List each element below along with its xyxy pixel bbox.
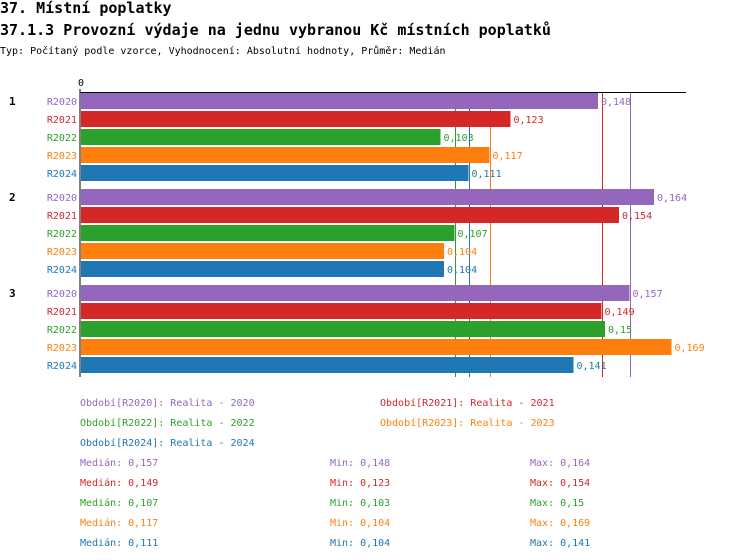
stat-max: Max: 0,15 <box>530 498 584 509</box>
stat-min: Min: 0,148 <box>330 458 390 469</box>
bar-value-label: 0,154 <box>622 211 652 222</box>
bar-value-label: 0,157 <box>633 289 663 300</box>
stat-min: Min: 0,104 <box>330 518 390 529</box>
page-title: 37. Místní poplatky <box>0 0 172 17</box>
bar-r2022-3 <box>81 321 605 337</box>
bar-value-label: 0,15 <box>608 325 632 336</box>
bar-series-label: R2023 <box>47 151 77 162</box>
stat-min: Min: 0,104 <box>330 538 390 549</box>
legend-item-r2024: Období[R2024]: Realita - 2024 <box>80 437 255 449</box>
bar-series-label: R2022 <box>47 133 77 144</box>
bar-r2023-2 <box>81 243 444 259</box>
bar-value-label: 0,103 <box>444 133 474 144</box>
bar-series-label: R2021 <box>47 307 77 318</box>
bar-value-label: 0,117 <box>493 151 523 162</box>
page-info: Typ: Počítaný podle vzorce, Vyhodnocení:… <box>0 45 446 57</box>
stat-median: Medián: 0,117 <box>80 517 158 529</box>
bar-r2020-1 <box>81 93 598 109</box>
bar-r2021-3 <box>81 303 602 319</box>
stat-max: Max: 0,164 <box>530 458 590 469</box>
bar-value-label: 0,164 <box>657 193 687 204</box>
bar-r2022-1 <box>81 129 441 145</box>
group-label: 1 <box>9 95 16 108</box>
bar-r2024-1 <box>81 165 469 181</box>
bar-area: 1 R2020 0,148 R2021 0,123 R2022 0,103 R2023 0,11… <box>9 89 705 377</box>
bar-series-label: R2024 <box>47 265 77 276</box>
bar-series-label: R2023 <box>47 247 77 258</box>
stat-median: Medián: 0,107 <box>80 497 158 509</box>
bar-series-label: R2020 <box>47 289 77 300</box>
bar-value-label: 0,148 <box>601 97 631 108</box>
page-subtitle: 37.1.3 Provozní výdaje na jednu vybranou… <box>0 21 551 39</box>
stat-median: Medián: 0,111 <box>80 537 158 549</box>
bar-series-label: R2023 <box>47 343 77 354</box>
legend-item-r2020: Období[R2020]: Realita - 2020 <box>80 397 255 409</box>
bar-series-label: R2020 <box>47 193 77 204</box>
bar-series-label: R2024 <box>47 361 77 372</box>
bar-r2020-2 <box>81 189 654 205</box>
legend-item-r2021: Období[R2021]: Realita - 2021 <box>380 397 555 409</box>
bar-r2024-2 <box>81 261 444 277</box>
stat-median: Medián: 0,149 <box>80 477 158 489</box>
bar-value-label: 0,104 <box>447 247 477 258</box>
stats-table: Medián: 0,157 Min: 0,148 Max: 0,164 Medián:… <box>80 457 590 549</box>
bar-r2020-3 <box>81 285 630 301</box>
bar-value-label: 0,107 <box>458 229 488 240</box>
bar-value-label: 0,169 <box>675 343 705 354</box>
bar-series-label: R2022 <box>47 229 77 240</box>
stat-max: Max: 0,169 <box>530 518 590 529</box>
bar-series-label: R2020 <box>47 97 77 108</box>
stat-max: Max: 0,141 <box>530 538 590 549</box>
bar-r2021-2 <box>81 207 619 223</box>
bar-r2023-3 <box>81 339 672 355</box>
bar-r2023-1 <box>81 147 490 163</box>
group-label: 2 <box>9 191 16 204</box>
stat-max: Max: 0,154 <box>530 478 590 489</box>
bar-series-label: R2021 <box>47 211 77 222</box>
legend-item-r2023: Období[R2023]: Realita - 2023 <box>380 417 555 429</box>
stat-min: Min: 0,123 <box>330 478 390 489</box>
bar-value-label: 0,104 <box>447 265 477 276</box>
bar-r2022-2 <box>81 225 455 241</box>
stat-median: Medián: 0,157 <box>80 457 158 469</box>
bar-value-label: 0,123 <box>514 115 544 126</box>
bar-series-label: R2021 <box>47 115 77 126</box>
legend: Období[R2020]: Realita - 2020 Období[R202… <box>80 397 555 449</box>
bar-r2024-3 <box>81 357 574 373</box>
stat-min: Min: 0,103 <box>330 498 390 509</box>
bar-value-label: 0,149 <box>605 307 635 318</box>
bar-r2021-1 <box>81 111 511 127</box>
bar-series-label: R2022 <box>47 325 77 336</box>
bar-value-label: 0,141 <box>577 361 607 372</box>
bar-series-label: R2024 <box>47 169 77 180</box>
bar-value-label: 0,111 <box>472 169 502 180</box>
group-label: 3 <box>9 287 16 300</box>
legend-item-r2022: Období[R2022]: Realita - 2022 <box>80 417 255 429</box>
axis-zero-label: 0 <box>78 78 84 89</box>
